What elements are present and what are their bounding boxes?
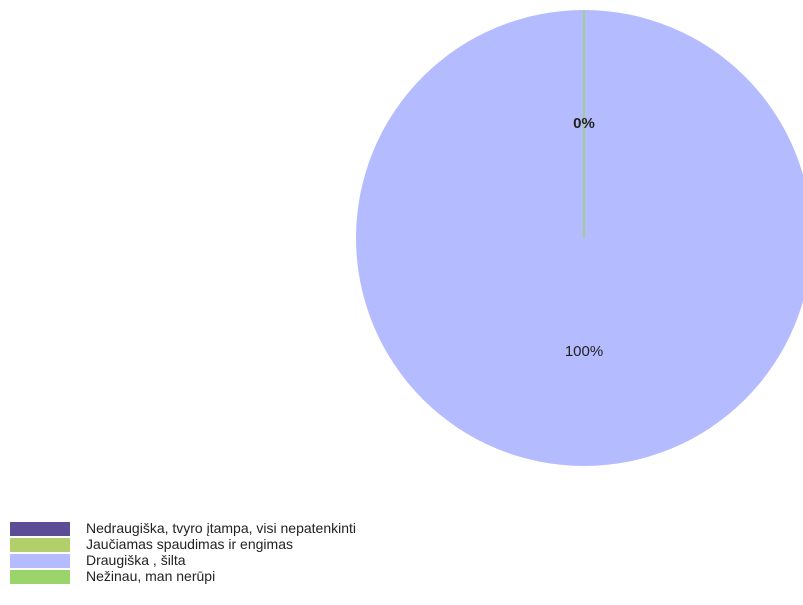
legend-label: Draugiška , šilta xyxy=(86,552,186,568)
legend-swatch xyxy=(10,522,70,536)
legend-label: Nežinau, man nerūpi xyxy=(86,568,215,584)
legend-swatch xyxy=(10,538,70,552)
data-label: 0% xyxy=(573,115,595,132)
pie-slice xyxy=(356,10,803,466)
data-label: 100% xyxy=(565,343,603,360)
legend-label: Nedraugiška, tvyro įtampa, visi nepatenk… xyxy=(86,520,356,536)
legend-swatch xyxy=(10,554,70,568)
legend-swatch xyxy=(10,570,70,584)
legend-label: Jaučiamas spaudimas ir engimas xyxy=(86,536,293,552)
